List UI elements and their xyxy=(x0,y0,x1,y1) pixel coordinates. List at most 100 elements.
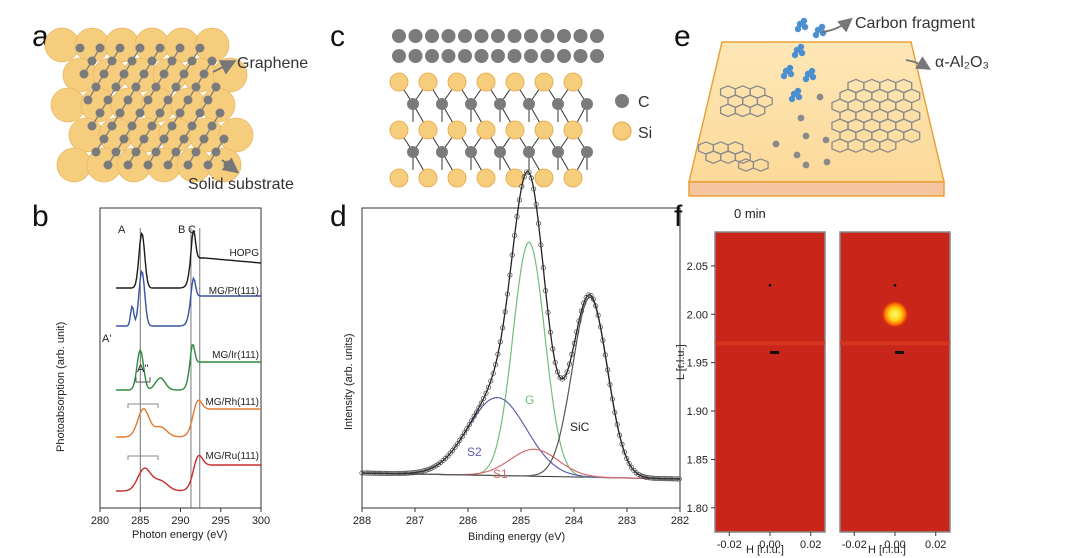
data-point xyxy=(388,470,394,476)
carbon-atom xyxy=(581,98,593,110)
legend-c-label: C xyxy=(638,94,650,111)
y-tick-label: 1.95 xyxy=(687,358,708,370)
carbon-atom xyxy=(199,69,209,79)
carbon-atom xyxy=(111,82,121,92)
carbon-atom xyxy=(99,134,109,144)
graphene-carbon xyxy=(524,49,538,63)
carbon-atom xyxy=(407,146,419,158)
carbon-atom xyxy=(436,146,448,158)
x-tick-label: 300 xyxy=(252,515,270,527)
graphene-carbon xyxy=(474,49,489,63)
data-point xyxy=(373,470,379,476)
legend-si-label: Si xyxy=(638,125,652,142)
substrate-atom xyxy=(218,117,254,153)
component-label: G xyxy=(525,393,534,407)
x-tick-label: 0.00 xyxy=(884,539,905,551)
carbon-atom xyxy=(171,82,181,92)
data-point xyxy=(359,470,365,476)
carbon-atom xyxy=(87,121,97,131)
fit-component xyxy=(362,396,680,480)
substrate-atoms xyxy=(44,27,254,183)
y-tick-label: 1.80 xyxy=(687,503,708,515)
graphene-hexagon xyxy=(734,150,751,165)
y-tick-label: 1.90 xyxy=(687,406,708,418)
carbon-atom xyxy=(115,108,125,118)
carbon-atom xyxy=(147,56,157,66)
graphene-carbon xyxy=(573,49,588,63)
silicon-atom xyxy=(418,168,438,188)
carbon-atom xyxy=(802,132,810,140)
fragment-atom xyxy=(786,64,794,72)
fragment-atom xyxy=(780,72,788,80)
x-tick-label: 285 xyxy=(131,515,149,527)
silicon-atom xyxy=(447,168,467,188)
carbon-atom xyxy=(581,146,593,158)
fragment-atom xyxy=(794,25,802,33)
data-point xyxy=(426,466,432,472)
x-tick-label: -0.02 xyxy=(842,539,867,551)
data-point xyxy=(571,340,577,346)
data-point xyxy=(390,470,396,477)
x-tick-label: 287 xyxy=(406,515,424,527)
silicon-atom xyxy=(505,72,525,92)
graphene-hexagon xyxy=(752,158,769,172)
data-point xyxy=(574,329,580,335)
data-point xyxy=(497,339,503,345)
data-point xyxy=(588,292,594,299)
data-point xyxy=(504,291,511,297)
x-tick-label: 0.02 xyxy=(800,539,821,551)
carbon-atom xyxy=(207,56,217,66)
carbon-atom xyxy=(131,147,141,157)
carbon-atom xyxy=(211,147,221,157)
chart-f-x-label-1: H [r.l.u.] xyxy=(746,544,784,556)
silicon-atom xyxy=(447,72,467,92)
spectrum-line xyxy=(116,344,261,391)
silicon-atom xyxy=(389,168,409,188)
silicon-atom xyxy=(389,72,409,92)
x-tick-label: 288 xyxy=(353,515,371,527)
graphene-label: Graphene xyxy=(237,55,308,72)
data-point xyxy=(462,430,468,436)
carbon-atom xyxy=(95,43,105,53)
silicon-atom xyxy=(418,120,438,140)
carbon-atom xyxy=(111,147,121,157)
data-point xyxy=(514,214,520,220)
data-point xyxy=(469,417,475,424)
data-point xyxy=(664,476,670,482)
beamstop-mark xyxy=(770,350,780,354)
fragment-atom xyxy=(809,73,817,81)
data-point xyxy=(471,413,477,419)
carbon-atom xyxy=(179,134,189,144)
carbon-atom xyxy=(523,146,535,158)
carbon-atom xyxy=(91,147,101,157)
heatmap-1 xyxy=(714,231,826,533)
data-point xyxy=(607,382,613,388)
data-point xyxy=(593,303,599,309)
x-tick-label: 0.02 xyxy=(925,539,946,551)
carbon-atom xyxy=(793,151,801,159)
beamstop-mark xyxy=(895,350,905,354)
data-point xyxy=(552,359,558,365)
carbon-atom xyxy=(151,147,161,157)
carbon-atom xyxy=(523,98,535,110)
solid-substrate-label: Solid substrate xyxy=(188,176,294,193)
carbon-atom xyxy=(107,56,117,66)
fragment-atom xyxy=(791,51,799,59)
fragment-atom xyxy=(797,43,805,51)
carbon-atom xyxy=(191,147,201,157)
spectrum-line xyxy=(116,269,261,327)
data-point xyxy=(605,367,611,373)
carbon-atom xyxy=(816,93,824,101)
graphene-carbon xyxy=(425,29,439,43)
silicon-atom xyxy=(447,120,467,140)
data-point xyxy=(399,470,406,476)
panel-label-d: d xyxy=(330,200,347,233)
graphene-hexagon xyxy=(879,138,897,153)
fragment-atom xyxy=(808,67,816,75)
carbon-atom xyxy=(219,134,229,144)
fragment-atom xyxy=(795,93,803,101)
data-point xyxy=(464,426,470,432)
chart-d-frame xyxy=(361,207,681,509)
alumina-label: α-Al₂O₃ xyxy=(935,54,989,71)
data-point xyxy=(528,175,534,181)
